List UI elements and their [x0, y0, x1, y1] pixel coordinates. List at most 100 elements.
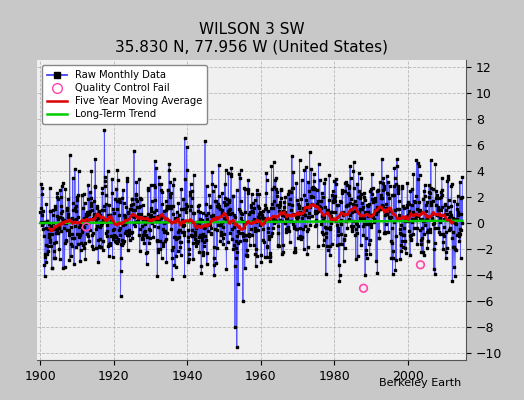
Point	[42, 242, 50, 248]
Point	[60, 264, 69, 270]
Point	[367, 224, 376, 230]
Point	[401, 250, 410, 256]
Point	[107, 233, 116, 239]
Point	[299, 205, 308, 211]
Point	[372, 210, 380, 217]
Point	[102, 201, 111, 207]
Point	[455, 230, 463, 236]
Point	[351, 232, 359, 238]
Point	[70, 216, 78, 223]
Point	[241, 209, 249, 215]
Point	[210, 244, 219, 250]
Point	[219, 223, 227, 230]
Point	[148, 220, 156, 226]
Point	[118, 236, 127, 243]
Point	[454, 212, 463, 218]
Point	[232, 244, 240, 251]
Point	[399, 244, 407, 250]
Point	[380, 228, 389, 235]
Point	[284, 227, 292, 233]
Point	[252, 251, 260, 257]
Point	[91, 212, 99, 219]
Point	[288, 220, 297, 227]
Point	[55, 224, 63, 231]
Point	[115, 196, 123, 203]
Point	[245, 242, 254, 248]
Point	[140, 220, 149, 227]
Point	[451, 246, 460, 252]
Point	[88, 207, 96, 213]
Point	[270, 220, 279, 227]
Point	[312, 210, 320, 216]
Point	[417, 237, 425, 244]
Point	[224, 170, 233, 176]
Point	[223, 200, 231, 207]
Point	[379, 175, 388, 182]
Point	[330, 198, 338, 204]
Point	[220, 199, 228, 205]
Point	[163, 205, 171, 212]
Point	[196, 232, 204, 238]
Point	[140, 240, 149, 247]
Point	[75, 233, 83, 240]
Point	[304, 179, 312, 185]
Point	[123, 178, 131, 184]
Point	[448, 235, 456, 241]
Point	[272, 186, 280, 192]
Point	[211, 197, 220, 204]
Point	[422, 208, 430, 214]
Point	[310, 178, 318, 184]
Point	[151, 214, 159, 220]
Point	[178, 216, 186, 223]
Point	[255, 205, 264, 211]
Point	[49, 212, 57, 218]
Point	[440, 224, 448, 230]
Point	[189, 210, 198, 216]
Point	[193, 223, 201, 229]
Point	[252, 246, 260, 252]
Point	[216, 205, 224, 212]
Point	[150, 182, 158, 188]
Point	[70, 261, 78, 268]
Point	[248, 200, 257, 206]
Point	[207, 213, 215, 219]
Point	[349, 218, 357, 224]
Point	[379, 186, 387, 193]
Point	[260, 215, 269, 221]
Point	[131, 223, 139, 230]
Point	[365, 241, 373, 247]
Point	[354, 169, 363, 176]
Point	[38, 222, 46, 228]
Point	[365, 251, 374, 258]
Point	[53, 190, 61, 196]
Point	[203, 216, 212, 222]
Point	[108, 176, 116, 182]
Point	[425, 182, 433, 188]
Point	[279, 208, 287, 214]
Point	[282, 229, 291, 235]
Point	[406, 188, 414, 194]
Point	[396, 230, 404, 236]
Point	[405, 210, 413, 217]
Point	[183, 234, 192, 240]
Point	[432, 188, 440, 194]
Point	[193, 240, 202, 246]
Point	[132, 195, 140, 202]
Point	[227, 171, 235, 177]
Point	[348, 209, 356, 215]
Point	[52, 230, 60, 236]
Point	[154, 212, 162, 219]
Point	[428, 215, 436, 221]
Point	[190, 210, 199, 216]
Point	[276, 216, 284, 223]
Point	[275, 204, 283, 210]
Point	[325, 211, 333, 217]
Point	[259, 237, 268, 243]
Point	[429, 221, 438, 228]
Point	[204, 219, 213, 225]
Point	[450, 218, 458, 225]
Point	[97, 244, 105, 251]
Point	[129, 201, 137, 207]
Point	[377, 204, 386, 210]
Point	[164, 186, 172, 193]
